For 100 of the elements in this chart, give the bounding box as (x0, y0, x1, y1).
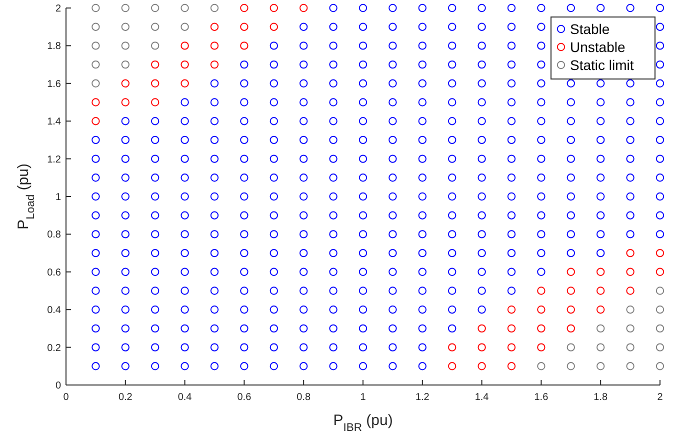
point (240, 22, 248, 31)
point (656, 306, 664, 314)
point (656, 286, 664, 295)
point (537, 286, 546, 295)
point (537, 362, 546, 370)
point (596, 306, 605, 314)
x-tick-label: 1 (360, 392, 366, 403)
point (566, 306, 575, 314)
point (121, 60, 130, 69)
y-tick-label: 1.4 (47, 116, 62, 128)
point (151, 42, 160, 50)
x-axis-title: P$_{IBR}$ (pu) (333, 412, 393, 434)
y-tick-label: 0.8 (47, 230, 62, 241)
point (92, 98, 100, 106)
y-tick-label: 0 (55, 380, 62, 392)
point (566, 286, 575, 295)
point (121, 79, 130, 88)
point (92, 117, 100, 126)
x-tick-label: 1.8 (594, 392, 608, 403)
point (240, 42, 248, 50)
point (448, 362, 456, 370)
point (92, 4, 100, 12)
point (210, 60, 219, 69)
point (151, 98, 160, 106)
point (300, 4, 308, 12)
point (121, 98, 130, 106)
y-tick-label: 0.4 (47, 305, 62, 316)
point (210, 42, 219, 50)
point (626, 343, 634, 352)
point (626, 324, 634, 333)
x-tick-label: 0.2 (118, 392, 133, 403)
point (626, 306, 634, 314)
point (151, 60, 160, 69)
point (507, 362, 516, 370)
point (121, 42, 130, 50)
point (270, 4, 278, 12)
point (566, 268, 575, 276)
point (210, 4, 219, 12)
x-tick-label: 0 (63, 392, 70, 403)
x-tick-label: 0.6 (237, 392, 252, 403)
point (626, 362, 634, 370)
point (566, 324, 575, 333)
point (121, 22, 130, 31)
point (180, 79, 189, 88)
x-tick-label: 2 (657, 392, 664, 403)
point (507, 306, 516, 314)
point (210, 22, 219, 31)
y-tick-label: 1.8 (47, 41, 62, 52)
point (180, 4, 189, 12)
point (240, 4, 248, 12)
point (656, 343, 664, 352)
point (596, 268, 605, 276)
point (596, 286, 605, 295)
point (566, 362, 575, 370)
point (448, 343, 456, 352)
legend-label: Static limit (570, 57, 634, 73)
point (478, 324, 486, 333)
point (656, 268, 664, 276)
point (92, 60, 100, 69)
y-tick-label: 0.6 (47, 267, 62, 278)
point (537, 343, 546, 352)
point (626, 248, 634, 258)
point (656, 362, 664, 370)
y-tick-label: 1.2 (47, 154, 62, 166)
point (626, 268, 634, 276)
point (507, 343, 516, 352)
point (596, 343, 605, 352)
point (596, 324, 605, 333)
point (656, 324, 664, 333)
x-tick-label: 1.2 (415, 392, 430, 403)
point (151, 22, 160, 31)
point (151, 4, 160, 12)
x-tick-label: 1.4 (474, 392, 490, 403)
y-tick-label: 2 (55, 4, 62, 14)
point (180, 42, 189, 50)
x-tick-label: 0.4 (178, 392, 192, 403)
point (180, 22, 189, 31)
point (478, 343, 486, 352)
point (180, 60, 189, 69)
point (596, 362, 605, 370)
y-tick-label: 1.6 (47, 78, 62, 90)
x-tick-label: 1.6 (534, 392, 549, 403)
point (151, 79, 160, 88)
point (92, 22, 100, 31)
point (507, 324, 516, 333)
point (121, 4, 130, 12)
point (92, 79, 100, 88)
point (478, 362, 486, 370)
point (566, 343, 575, 352)
point (626, 286, 634, 295)
y-tick-label: 1 (55, 192, 62, 203)
point (537, 324, 546, 333)
legend-label: Stable (570, 21, 610, 37)
point (270, 22, 278, 31)
x-tick-label: 0.8 (296, 392, 311, 403)
point (92, 42, 100, 50)
y-tick-label: 0.2 (47, 342, 62, 354)
point (656, 248, 664, 258)
point (537, 306, 546, 314)
legend-label: Unstable (570, 39, 626, 55)
